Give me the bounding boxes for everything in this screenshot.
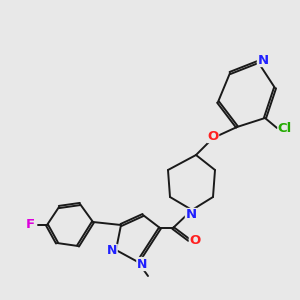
Text: O: O (207, 130, 219, 142)
Text: N: N (107, 244, 117, 257)
Text: N: N (185, 208, 197, 221)
Text: N: N (137, 257, 147, 271)
Text: O: O (189, 233, 201, 247)
Text: F: F (26, 218, 34, 232)
Text: Cl: Cl (278, 122, 292, 134)
Text: N: N (257, 53, 268, 67)
